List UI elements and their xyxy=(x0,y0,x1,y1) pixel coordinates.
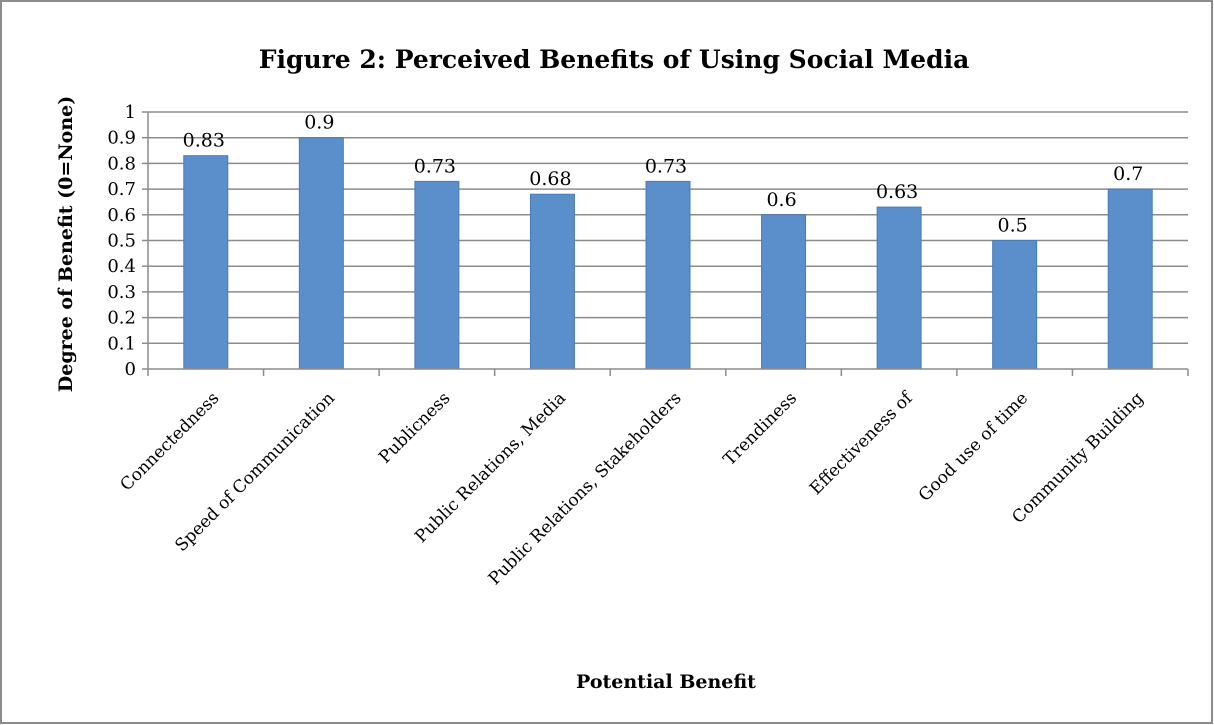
y-tick-label: 1 xyxy=(125,102,136,123)
category-label: Public Relations, Stakeholders xyxy=(485,388,686,589)
category-label: Community Building xyxy=(1008,388,1147,527)
data-label: 0.6 xyxy=(766,189,796,211)
y-tick-label: 0.9 xyxy=(107,128,136,149)
bar xyxy=(183,155,229,370)
category-label: Effectiveness of xyxy=(806,387,918,499)
data-label: 0.5 xyxy=(998,215,1028,237)
y-tick-label: 0.7 xyxy=(107,179,136,200)
data-label: 0.73 xyxy=(414,155,456,177)
data-labels: 0.83 0.9 0.73 0.68 0.73 0.6 0.63 0.5 0.7 xyxy=(183,112,1144,237)
category-label: Connectedness xyxy=(117,388,224,495)
data-label: 0.9 xyxy=(304,112,334,134)
y-tick-label: 0.3 xyxy=(107,282,136,303)
bar xyxy=(992,240,1038,370)
category-label: Good use of time xyxy=(915,388,1032,505)
y-tick-label: 0.4 xyxy=(107,256,136,277)
bar xyxy=(298,137,344,370)
y-tick-labels: 0 0.1 0.2 0.3 0.4 0.5 0.6 0.7 0.8 0.9 1 xyxy=(107,102,136,380)
bar xyxy=(414,180,460,370)
y-tick-label: 0.5 xyxy=(107,231,136,252)
category-label: Publicness xyxy=(375,388,454,467)
y-axis-title: Degree of Benefit (0=None) xyxy=(55,96,77,392)
bar xyxy=(645,180,691,370)
data-label: 0.7 xyxy=(1113,163,1143,185)
chart-title: Figure 2: Perceived Benefits of Using So… xyxy=(259,45,970,74)
y-tick-label: 0.1 xyxy=(107,333,136,354)
bar xyxy=(876,206,922,370)
bar xyxy=(1107,188,1153,370)
axes xyxy=(142,111,1189,376)
y-tick-label: 0 xyxy=(125,359,136,380)
data-label: 0.73 xyxy=(645,155,687,177)
data-label: 0.83 xyxy=(183,130,225,152)
category-label: Trendiness xyxy=(720,388,802,470)
y-tick-label: 0.8 xyxy=(107,153,136,174)
data-label: 0.68 xyxy=(529,168,571,190)
y-tick-label: 0.6 xyxy=(107,205,136,226)
bar xyxy=(761,214,807,370)
bar xyxy=(529,193,575,370)
x-axis-title: Potential Benefit xyxy=(576,671,756,693)
y-tick-label: 0.2 xyxy=(107,308,136,329)
data-label: 0.63 xyxy=(876,181,918,203)
